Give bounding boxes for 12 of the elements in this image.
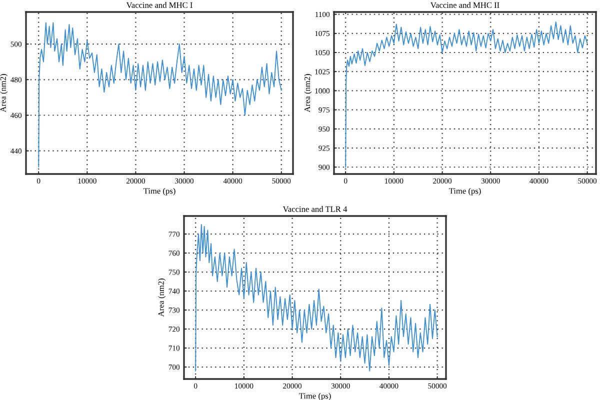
- line-series: [195, 224, 438, 372]
- chart-title: Vaccine and MHC II: [430, 2, 500, 8]
- y-axis-title: Area (nm2): [0, 74, 8, 112]
- y-axis-title: Area (nm2): [304, 74, 312, 112]
- x-axis-title: Time (ps): [143, 188, 176, 196]
- chart-title: Vaccine and MHC I: [126, 2, 192, 8]
- chart-title: Vaccine and TLR 4: [282, 206, 348, 212]
- line-series: [38, 22, 282, 168]
- x-axis-title: Time (ps): [448, 188, 481, 196]
- x-axis-title: Time (ps): [298, 392, 331, 400]
- line-series: [345, 21, 588, 168]
- y-axis-title: Area (nm2): [158, 278, 166, 317]
